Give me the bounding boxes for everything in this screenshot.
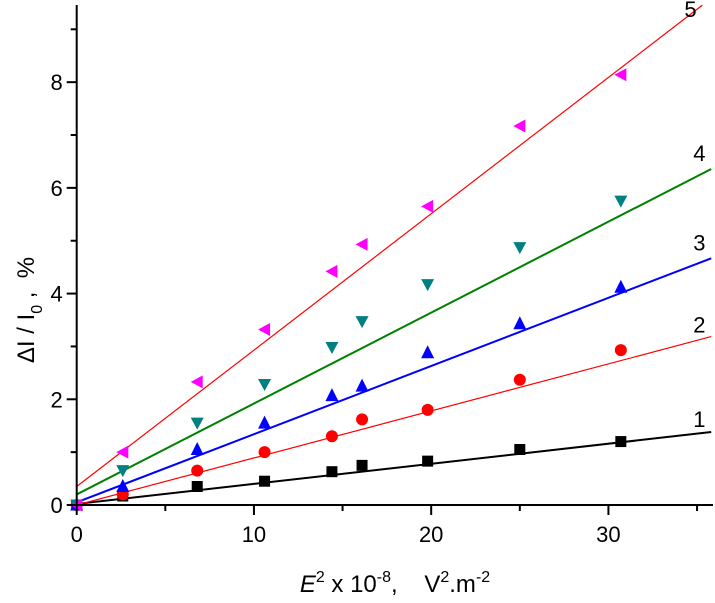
x-tick-label: 0: [71, 522, 83, 547]
data-point: [191, 481, 203, 493]
data-point: [355, 316, 369, 329]
data-point: [513, 242, 527, 255]
data-point: [421, 199, 434, 213]
data-point: [614, 195, 628, 208]
data-point: [116, 465, 130, 478]
data-point: [325, 264, 338, 278]
data-point: [190, 375, 203, 389]
series-label-5: 5: [684, 0, 696, 22]
data-point: [191, 464, 204, 477]
y-tick-label: 8: [50, 70, 62, 95]
series-label-2: 2: [693, 313, 705, 338]
data-point: [259, 475, 271, 487]
y-tick-label: 6: [50, 176, 62, 201]
data-point: [258, 446, 271, 459]
data-point: [513, 316, 527, 330]
series-label-1: 1: [693, 407, 705, 432]
data-point: [356, 459, 368, 471]
data-point: [190, 442, 204, 456]
y-tick-label: 4: [50, 282, 62, 307]
series-1: 1: [71, 407, 712, 511]
series-3: 3: [70, 230, 712, 511]
data-point: [513, 373, 526, 386]
data-point: [422, 455, 434, 467]
data-point: [325, 388, 339, 402]
data-point: [421, 279, 435, 292]
series-2: 2: [70, 313, 712, 511]
data-point: [614, 279, 628, 293]
fit-line-1: [76, 431, 712, 505]
data-point: [190, 417, 204, 430]
axes: 0 10 20 30 0 2 4 6 8: [50, 5, 713, 547]
data-point: [325, 430, 338, 443]
data-point: [116, 445, 129, 459]
x-tick-label: 10: [242, 522, 266, 547]
series-label-3: 3: [693, 230, 705, 255]
x-tick-label: 30: [596, 522, 620, 547]
fit-line-3: [76, 257, 712, 504]
y-tick-label: 0: [50, 493, 62, 518]
data-point: [513, 119, 526, 133]
data-point: [514, 444, 526, 456]
data-point: [258, 323, 271, 337]
data-point: [614, 68, 627, 82]
series-label-4: 4: [693, 141, 705, 166]
x-tick-label: 20: [419, 522, 443, 547]
data-point: [421, 345, 435, 359]
y-axis-label: ΔI / I0 , %: [13, 257, 46, 363]
fit-line-2: [76, 336, 712, 506]
data-point: [355, 237, 368, 251]
data-point: [325, 341, 339, 354]
series-5: 5: [70, 0, 703, 512]
data-point: [116, 479, 130, 493]
plot-area: 1 2 3 4 5: [70, 0, 712, 512]
data-point: [614, 344, 627, 357]
x-axis-label: E2 x 10-8, V2.m-2: [300, 569, 490, 598]
data-point: [258, 378, 272, 391]
series-4: 4: [70, 141, 712, 512]
data-point: [355, 378, 369, 392]
data-point: [421, 403, 434, 416]
fit-line-5: [76, 4, 703, 487]
data-point: [258, 415, 272, 429]
y-tick-label: 2: [50, 387, 62, 412]
data-point: [326, 466, 338, 478]
data-point: [615, 436, 627, 448]
data-point: [356, 413, 369, 426]
fit-line-4: [76, 168, 712, 496]
